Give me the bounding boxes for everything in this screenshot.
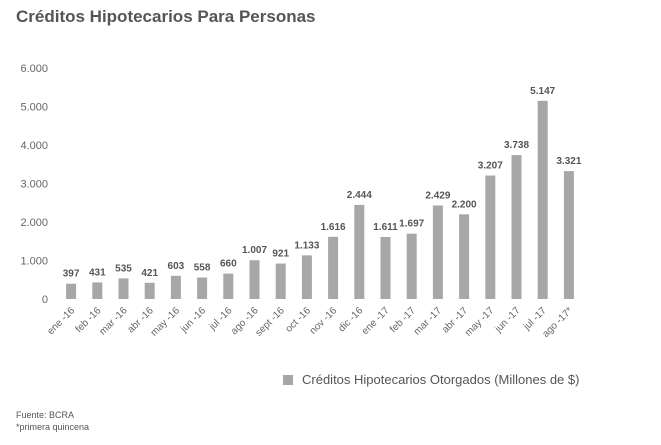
y-tick-label: 1.000 [20, 256, 48, 268]
x-tick-label: may -16 [149, 305, 183, 339]
bar [328, 236, 339, 299]
bar-value-label: 1.697 [399, 219, 424, 230]
bar [537, 100, 548, 299]
bar [432, 205, 443, 299]
bar-value-label: 1.611 [373, 222, 398, 233]
y-tick-label: 2.000 [20, 217, 48, 229]
x-tick-label: jun -16 [178, 305, 208, 335]
bar [118, 278, 129, 299]
bar [223, 273, 234, 299]
bar [301, 255, 312, 299]
bar-value-label: 3.321 [556, 156, 581, 167]
bar [92, 282, 103, 299]
bar [511, 155, 522, 299]
x-tick-label: mar -16 [97, 305, 129, 337]
legend-swatch [283, 374, 293, 385]
bar [197, 277, 208, 299]
x-tick-label: jun -17 [493, 305, 523, 335]
source-note: Fuente: BCRA [16, 410, 75, 420]
bar-value-label: 2.429 [425, 190, 450, 201]
bar-value-label: 558 [194, 263, 211, 274]
bar-value-label: 5.147 [530, 86, 555, 97]
bar-value-label: 397 [63, 269, 80, 280]
bar-value-label: 1.133 [294, 240, 319, 251]
partial-period-note: *primera quincena [16, 422, 90, 432]
y-tick-label: 6.000 [20, 63, 48, 75]
bar [249, 260, 260, 299]
bar-value-label: 2.444 [347, 190, 372, 201]
bar [406, 233, 417, 299]
bar-value-label: 1.007 [242, 245, 267, 256]
bar-value-label: 2.200 [452, 199, 477, 210]
chart-title: Créditos Hipotecarios Para Personas [16, 7, 316, 26]
bar-value-label: 1.616 [321, 222, 346, 233]
legend-label: Créditos Hipotecarios Otorgados (Millone… [302, 372, 580, 387]
bar-value-label: 660 [220, 259, 237, 270]
y-tick-label: 5.000 [20, 102, 48, 114]
bar [459, 214, 470, 299]
y-axis: 0 1.000 2.000 3.000 4.000 5.000 6.000 [20, 63, 48, 306]
bar [170, 275, 181, 299]
y-tick-label: 3.000 [20, 179, 48, 191]
x-tick-label: mar -17 [412, 305, 444, 337]
x-tick-label: nov -16 [308, 305, 340, 337]
footnotes: Fuente: BCRA *primera quincena [16, 409, 89, 433]
x-tick-label: ene -16 [45, 305, 77, 337]
bar-value-label: 3.207 [478, 161, 503, 172]
x-tick-label: ene -17 [360, 305, 392, 337]
bar-value-label: 535 [115, 263, 132, 274]
bar-value-label: 421 [141, 268, 158, 279]
bar [380, 236, 391, 299]
y-tick-label: 4.000 [20, 140, 48, 152]
bar [485, 175, 496, 299]
bars [66, 100, 574, 299]
bar-value-label: 431 [89, 267, 106, 278]
bar [144, 282, 155, 299]
bar-value-label: 921 [272, 249, 289, 260]
bar-value-label: 603 [168, 261, 185, 272]
bar [275, 263, 286, 299]
bar [563, 171, 574, 299]
y-tick-label: 0 [42, 294, 48, 306]
x-tick-label: may -17 [463, 305, 497, 339]
bar-value-label: 3.738 [504, 140, 529, 151]
bar [354, 204, 365, 299]
legend: Créditos Hipotecarios Otorgados (Millone… [283, 372, 579, 387]
x-tick-label: sept -16 [253, 305, 287, 339]
bar [66, 283, 77, 299]
